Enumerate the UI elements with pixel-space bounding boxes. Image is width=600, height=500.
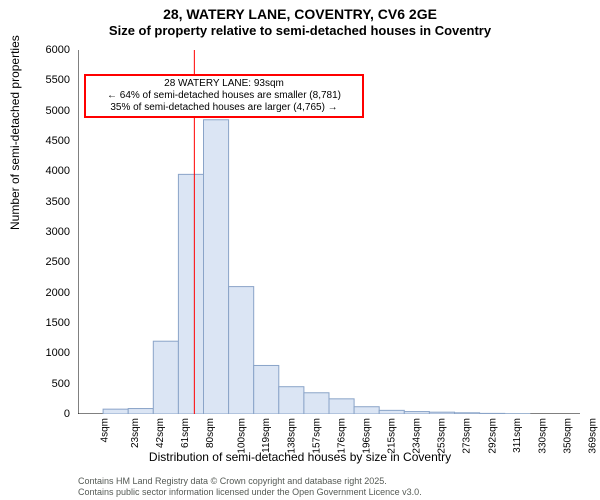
x-tick-label: 100sqm [236,418,247,454]
y-tick-label: 1000 [10,347,70,359]
x-tick-label: 157sqm [311,418,322,454]
x-tick-label: 215sqm [387,418,398,454]
x-tick-label: 42sqm [155,418,166,448]
footer-line-1: Contains HM Land Registry data © Crown c… [78,476,422,487]
x-tick-label: 369sqm [587,418,598,454]
x-tick-label: 80sqm [205,418,216,448]
y-tick-label: 5500 [10,74,70,86]
x-tick-label: 273sqm [462,418,473,454]
y-tick-label: 4500 [10,135,70,147]
x-tick-label: 196sqm [362,418,373,454]
x-tick-label: 23sqm [130,418,141,448]
x-tick-label: 350sqm [562,418,573,454]
x-tick-label: 234sqm [412,418,423,454]
x-tick-label: 311sqm [511,418,522,453]
x-tick-label: 138sqm [286,418,297,454]
x-tick-label: 253sqm [437,418,448,454]
y-tick-label: 0 [10,408,70,420]
x-tick-label: 330sqm [537,418,548,454]
x-tick-label: 61sqm [180,418,191,448]
annotation-line-2: ← 64% of semi-detached houses are smalle… [90,90,358,102]
y-tick-label: 500 [10,378,70,390]
y-tick-label: 4000 [10,165,70,177]
annotation-line-1: 28 WATERY LANE: 93sqm [90,78,358,90]
x-axis-label: Distribution of semi-detached houses by … [0,450,600,464]
y-tick-label: 5000 [10,105,70,117]
x-tick-label: 4sqm [99,418,110,442]
x-tick-label: 119sqm [260,418,271,453]
page-title-sub: Size of property relative to semi-detach… [0,23,600,39]
x-tick-label: 176sqm [336,418,347,454]
page-title-main: 28, WATERY LANE, COVENTRY, CV6 2GE [0,6,600,23]
annotation-line-3: 35% of semi-detached houses are larger (… [90,102,358,114]
y-tick-label: 1500 [10,317,70,329]
x-tick-label: 292sqm [487,418,498,454]
footer-attribution: Contains HM Land Registry data © Crown c… [78,476,422,498]
y-tick-label: 3000 [10,226,70,238]
y-tick-label: 6000 [10,44,70,56]
y-tick-label: 2000 [10,287,70,299]
annotation-box: 28 WATERY LANE: 93sqm ← 64% of semi-deta… [84,74,364,118]
y-tick-label: 2500 [10,256,70,268]
footer-line-2: Contains public sector information licen… [78,487,422,498]
y-tick-label: 3500 [10,196,70,208]
